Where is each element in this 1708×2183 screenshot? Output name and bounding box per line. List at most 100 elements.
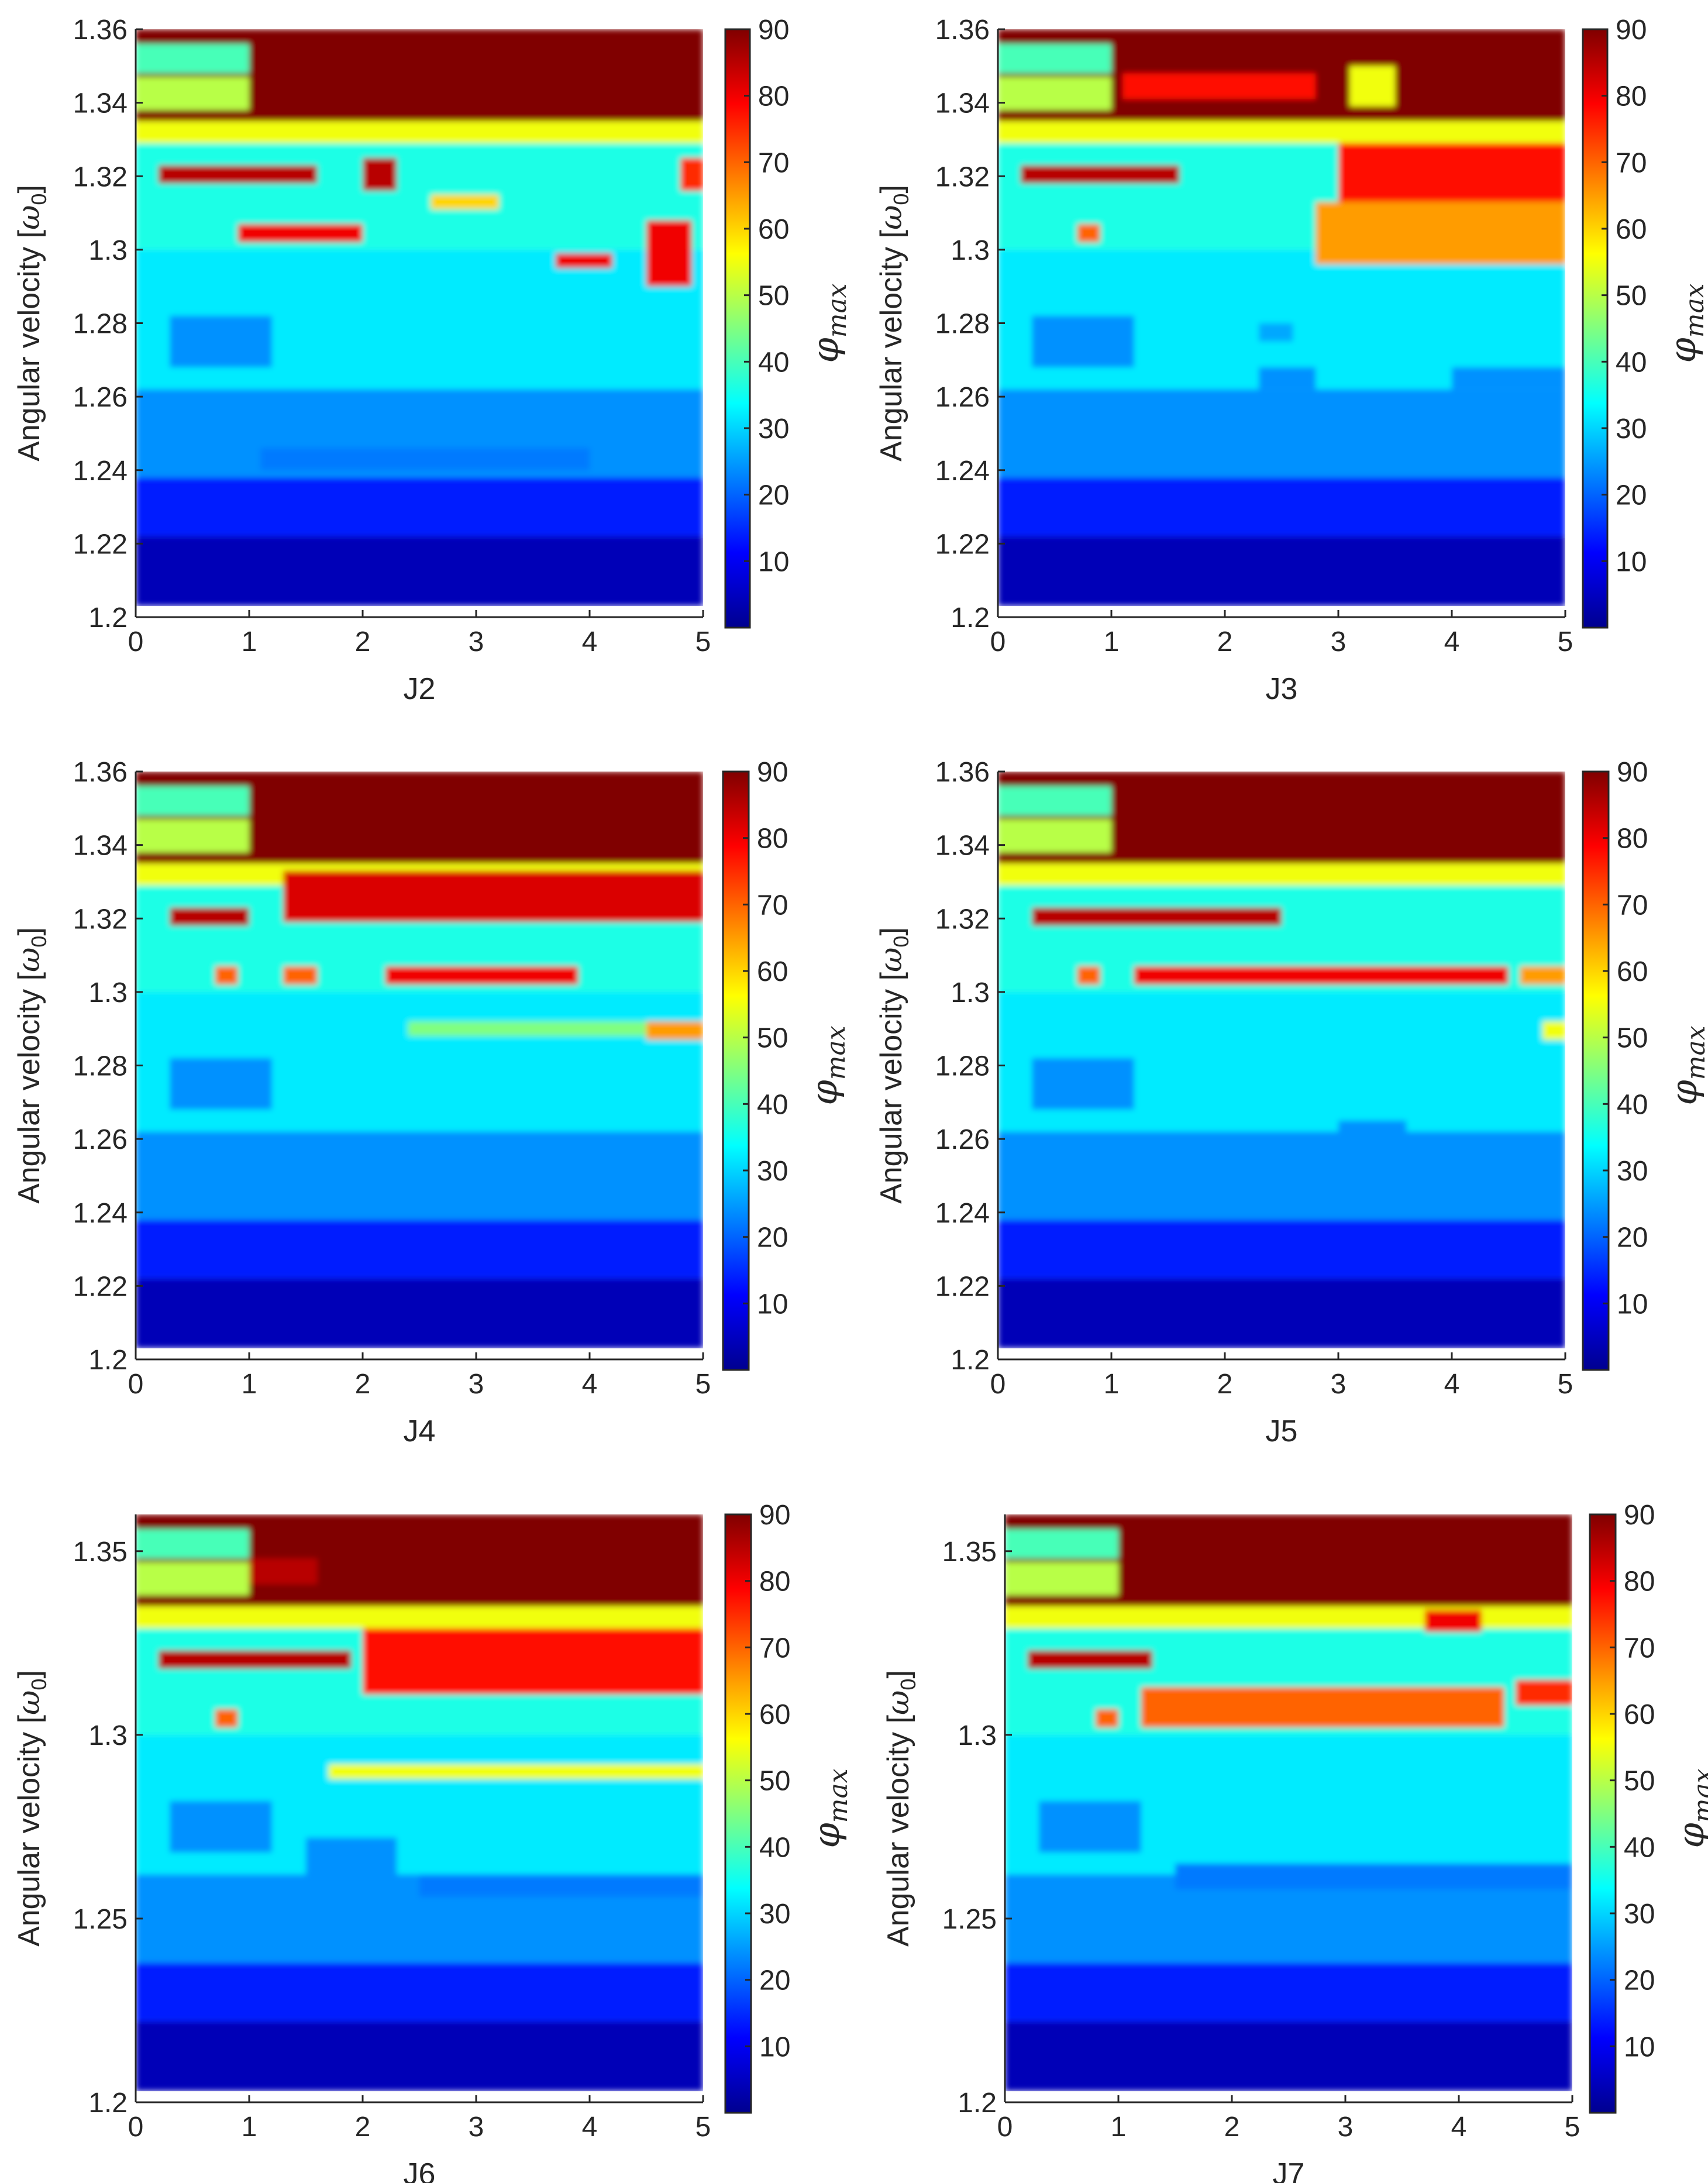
panel-j3: 0 1 2 3 4 5 1.2 1.22 1.24 1.26 1.28 1.3 1.32 1.34 1.36… bbox=[874, 15, 1708, 706]
x-axis-label: J3 bbox=[1266, 672, 1298, 706]
y-tick-label: 1.36 bbox=[73, 15, 128, 46]
y-tick-label: 1.26 bbox=[73, 382, 128, 413]
colorbar-tick-label: 20 bbox=[757, 1223, 788, 1254]
heatmap-cell bbox=[136, 477, 703, 536]
y-tick-label: 1.3 bbox=[958, 1720, 997, 1751]
y-tick-label: 1.35 bbox=[942, 1537, 997, 1568]
colorbar-tick-label: 90 bbox=[1624, 1500, 1655, 1531]
x-tick-label: 4 bbox=[1444, 626, 1460, 657]
y-tick-label: 1.2 bbox=[88, 2088, 128, 2119]
heatmap-cell bbox=[1338, 143, 1565, 202]
heatmap-cell bbox=[136, 536, 703, 607]
heatmap-cell bbox=[1316, 202, 1565, 264]
colorbar-tick-label: 40 bbox=[1617, 1089, 1648, 1120]
heatmap-cell bbox=[408, 1021, 646, 1037]
colorbar-tick-label: 80 bbox=[1617, 824, 1648, 855]
x-tick-label: 2 bbox=[355, 626, 371, 657]
heatmap-cell bbox=[1005, 1562, 1118, 1596]
y-tick-label: 1.24 bbox=[73, 1198, 128, 1229]
colorbar-tick-label: 80 bbox=[1616, 81, 1647, 112]
colorbar-tick-label: 40 bbox=[1624, 1832, 1655, 1863]
heatmap-cell bbox=[136, 1278, 703, 1349]
heatmap-field bbox=[998, 772, 1565, 1349]
heatmap-cell bbox=[1259, 367, 1316, 390]
colorbar-label: φmax bbox=[1669, 1768, 1708, 1848]
x-axis-label: J4 bbox=[404, 1414, 436, 1448]
heatmap-cell bbox=[998, 477, 1565, 536]
heatmap-cell bbox=[385, 966, 578, 985]
heatmap-cell bbox=[215, 966, 238, 985]
heatmap-cell bbox=[136, 143, 703, 250]
heatmap-cell bbox=[170, 1800, 272, 1853]
heatmap-cell bbox=[136, 819, 249, 853]
panel-j7: 0 1 2 3 4 5 1.2 1.25 1.3 1.35 J7 Angular velocity [… bbox=[881, 1500, 1708, 2183]
x-tick-label: 2 bbox=[355, 2112, 371, 2143]
heatmap-cell bbox=[1027, 1650, 1153, 1669]
colorbar-tick-label: 80 bbox=[757, 824, 788, 855]
heatmap-cell bbox=[283, 870, 703, 922]
heatmap-cell bbox=[1338, 1120, 1407, 1158]
heatmap-cell bbox=[1032, 1058, 1134, 1110]
y-tick-label: 1.3 bbox=[88, 977, 128, 1008]
heatmap-cell bbox=[998, 786, 1111, 816]
heatmap-cell bbox=[215, 1709, 238, 1728]
panel-j2: 0 1 2 3 4 5 1.2 1.22 1.24 1.26 1.28 1.3 1.32 1.34 1.36… bbox=[12, 15, 852, 706]
y-tick-label: 1.34 bbox=[935, 88, 990, 119]
colorbar-tick-label: 60 bbox=[758, 214, 789, 245]
colorbar bbox=[1589, 1513, 1617, 2114]
y-tick-label: 1.32 bbox=[935, 904, 990, 935]
x-axis-label: J2 bbox=[404, 672, 436, 706]
heatmap-cell bbox=[170, 907, 249, 926]
colorbar-tick-label: 10 bbox=[758, 546, 789, 577]
colorbar-tick-label: 40 bbox=[759, 1832, 790, 1863]
colorbar-tick-label: 10 bbox=[1617, 1289, 1648, 1320]
colorbar bbox=[724, 1513, 752, 2114]
heatmap-cell bbox=[136, 1606, 703, 1628]
x-tick-label: 3 bbox=[469, 1369, 484, 1400]
heatmap-cell bbox=[237, 223, 363, 243]
colorbar-tick-label: 20 bbox=[1616, 480, 1647, 511]
heatmap-cell bbox=[158, 165, 318, 184]
heatmap-cell bbox=[646, 1021, 703, 1040]
x-tick-label: 3 bbox=[469, 2112, 484, 2143]
heatmap-cell bbox=[998, 77, 1111, 111]
x-tick-label: 3 bbox=[1338, 2112, 1354, 2143]
colorbar bbox=[1582, 770, 1610, 1371]
heatmap-cell bbox=[1134, 966, 1509, 985]
y-axis-label: Angular velocity [ω0] bbox=[12, 927, 51, 1204]
x-tick-label: 2 bbox=[1217, 1369, 1233, 1400]
heatmap-cell bbox=[1005, 1606, 1572, 1628]
heatmap-cell bbox=[998, 121, 1565, 143]
x-tick-label: 1 bbox=[242, 1369, 257, 1400]
y-tick-label: 1.22 bbox=[935, 529, 990, 560]
heatmap-cell bbox=[555, 253, 612, 268]
x-tick-label: 5 bbox=[695, 626, 711, 657]
heatmap-cell bbox=[136, 1562, 249, 1596]
x-tick-label: 4 bbox=[582, 1369, 598, 1400]
x-tick-label: 0 bbox=[128, 626, 144, 657]
y-tick-label: 1.2 bbox=[958, 2088, 997, 2119]
heatmap-cell bbox=[1005, 1962, 1572, 2022]
heatmap-cell bbox=[1516, 1679, 1572, 1706]
x-tick-label: 1 bbox=[242, 626, 257, 657]
x-tick-label: 5 bbox=[1558, 626, 1573, 657]
colorbar-tick-label: 90 bbox=[759, 1500, 790, 1531]
y-tick-label: 1.26 bbox=[73, 1124, 128, 1155]
colorbar-tick-label: 70 bbox=[1617, 890, 1648, 921]
colorbar-tick-label: 30 bbox=[758, 414, 789, 445]
colorbar-tick-label: 20 bbox=[1617, 1223, 1648, 1254]
colorbar-tick-label: 50 bbox=[1616, 281, 1647, 312]
x-tick-label: 0 bbox=[128, 2112, 144, 2143]
y-tick-label: 1.28 bbox=[935, 309, 990, 340]
heatmap-field bbox=[136, 29, 703, 607]
y-tick-label: 1.3 bbox=[88, 235, 128, 266]
colorbar-tick-label: 60 bbox=[759, 1699, 790, 1730]
heatmap-cell bbox=[1122, 73, 1316, 99]
colorbar-tick-label: 50 bbox=[757, 1023, 788, 1054]
panel-j5: 0 1 2 3 4 5 1.2 1.22 1.24 1.26 1.28 1.3 1.32 1.34 1.36… bbox=[874, 757, 1708, 1448]
heatmap-cell bbox=[136, 1131, 703, 1220]
colorbar-tick-label: 10 bbox=[757, 1289, 788, 1320]
heatmap-cell bbox=[998, 819, 1111, 853]
x-tick-label: 1 bbox=[1104, 626, 1120, 657]
panel-j4: 0 1 2 3 4 5 1.2 1.22 1.24 1.26 1.28 1.3 1.32 1.34 1.36… bbox=[12, 757, 851, 1448]
